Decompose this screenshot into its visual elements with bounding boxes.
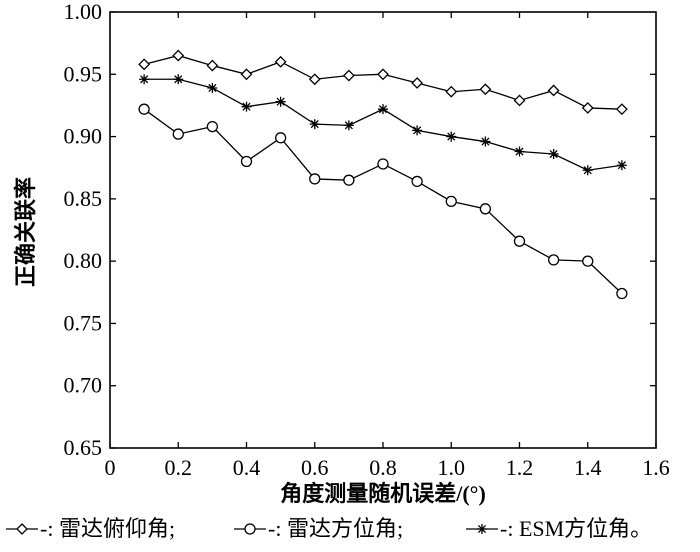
data-point xyxy=(206,120,219,133)
data-point xyxy=(173,74,184,85)
data-point xyxy=(207,82,218,93)
data-point xyxy=(274,132,287,144)
data-point xyxy=(377,68,389,81)
data-point xyxy=(343,120,354,131)
data-point xyxy=(582,165,593,176)
x-axis-title: 角度测量随机误差/(°) xyxy=(280,481,486,506)
y-tick-label: 0.65 xyxy=(64,435,103,460)
data-point xyxy=(411,175,423,188)
data-point xyxy=(616,160,627,171)
data-point xyxy=(582,255,594,267)
y-ticks: 0.65 0.70 0.75 0.80 0.85 0.90 0.95 1.00 xyxy=(64,0,656,460)
data-point xyxy=(411,77,424,89)
x-tick-label: 0.6 xyxy=(301,455,329,480)
x-tick-label: 1.0 xyxy=(438,455,466,480)
legend-marker xyxy=(477,524,487,534)
data-point xyxy=(309,119,320,130)
data-point xyxy=(378,104,388,115)
y-tick-label: 0.70 xyxy=(64,373,103,398)
legend-label: -: ESM方位角。 xyxy=(500,516,652,541)
legend: -: 雷达俯仰角; -: 雷达方位角; -: ESM方位角。 xyxy=(6,516,652,541)
data-point xyxy=(616,287,628,300)
data-point xyxy=(513,94,526,107)
data-point xyxy=(480,136,491,147)
data-point xyxy=(479,83,492,96)
data-point xyxy=(377,158,389,170)
data-point xyxy=(548,149,559,160)
data-point xyxy=(547,254,560,266)
x-tick-label: 0 xyxy=(105,455,116,480)
data-point xyxy=(513,235,526,247)
data-point xyxy=(138,103,150,115)
data-point xyxy=(240,155,253,168)
y-tick-label: 0.85 xyxy=(64,186,103,211)
x-tick-label: 1.6 xyxy=(642,455,670,480)
y-tick-label: 0.95 xyxy=(64,61,103,86)
y-tick-label: 0.90 xyxy=(64,124,103,149)
x-tick-label: 1.2 xyxy=(506,455,534,480)
y-tick-label: 1.00 xyxy=(64,0,103,24)
data-point xyxy=(547,84,560,97)
data-point xyxy=(308,73,321,86)
data-point xyxy=(206,59,219,72)
y-axis-title: 正确关联率 xyxy=(13,177,38,287)
data-point xyxy=(138,58,151,71)
data-point xyxy=(172,128,184,140)
series-diamond xyxy=(138,49,628,116)
series-circle xyxy=(138,103,628,300)
data-point xyxy=(274,55,287,68)
data-point xyxy=(275,96,286,107)
y-tick-label: 0.75 xyxy=(64,310,103,335)
x-tick-label: 0.8 xyxy=(369,455,397,480)
plot-marks xyxy=(138,49,628,300)
data-point xyxy=(241,101,252,112)
data-point xyxy=(172,49,185,62)
data-point xyxy=(581,102,594,114)
legend-marker xyxy=(16,523,28,535)
x-tick-label: 1.4 xyxy=(574,455,602,480)
legend-label: -: 雷达俯仰角; xyxy=(40,516,175,541)
legend-label: -: 雷达方位角; xyxy=(268,516,403,541)
x-tick-label: 0.2 xyxy=(165,455,193,480)
series-star xyxy=(139,74,627,176)
legend-marker xyxy=(244,523,256,535)
data-point xyxy=(479,203,492,215)
data-point xyxy=(412,125,423,136)
y-tick-label: 0.80 xyxy=(64,248,103,273)
x-tick-label: 0.4 xyxy=(233,455,261,480)
data-point xyxy=(342,69,355,82)
data-point xyxy=(139,74,150,85)
data-point xyxy=(445,195,457,207)
data-point xyxy=(446,131,457,142)
series-line xyxy=(143,108,623,295)
data-point xyxy=(615,103,628,116)
data-point xyxy=(343,174,355,186)
data-point xyxy=(309,173,321,185)
data-point xyxy=(240,68,253,81)
data-point xyxy=(514,146,525,157)
data-point xyxy=(445,85,458,98)
x-ticks: 0 0.2 0.4 0.6 0.8 1.0 1.2 1.4 1.6 xyxy=(105,12,670,480)
